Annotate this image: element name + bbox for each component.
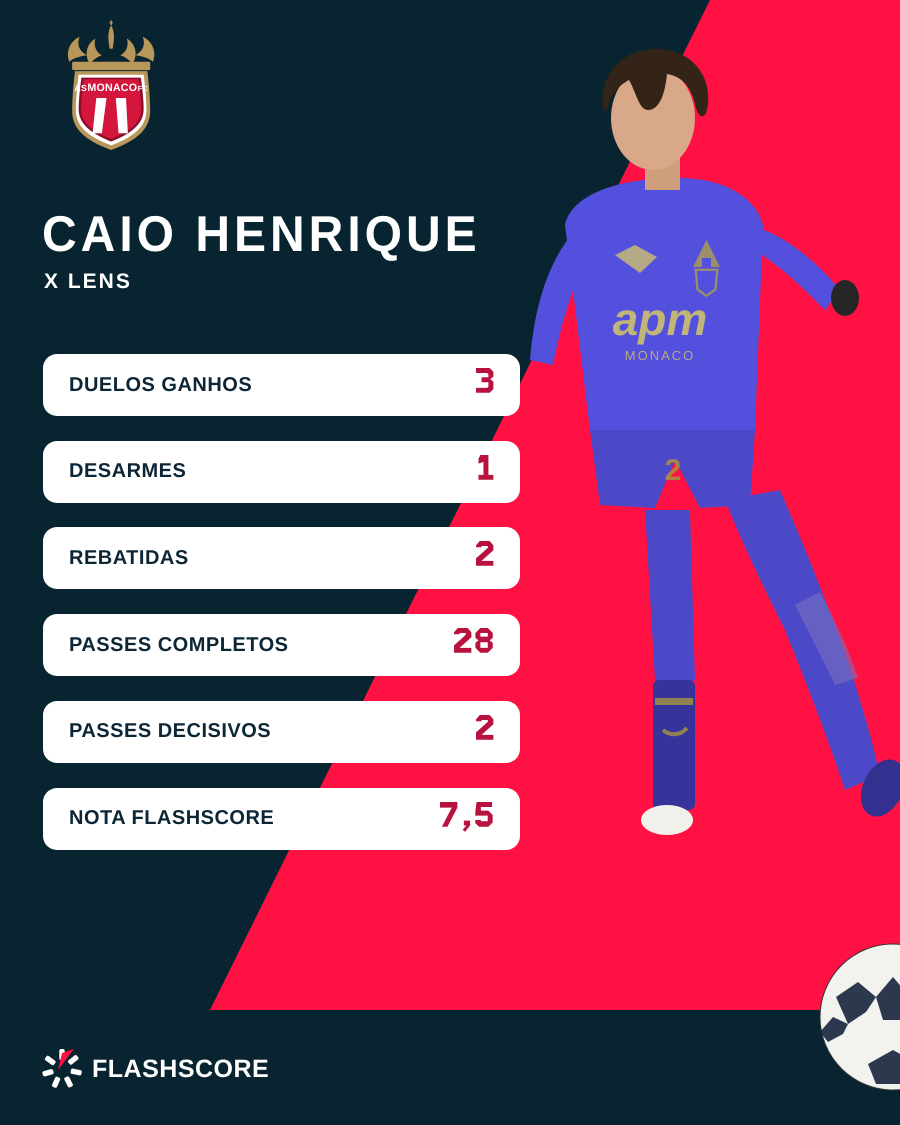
svg-text:ASMONACOFC: ASMONACOFC <box>74 83 148 94</box>
svg-text:MONACO: MONACO <box>625 348 696 363</box>
svg-text:apm: apm <box>613 293 708 345</box>
svg-text:2: 2 <box>665 454 682 487</box>
